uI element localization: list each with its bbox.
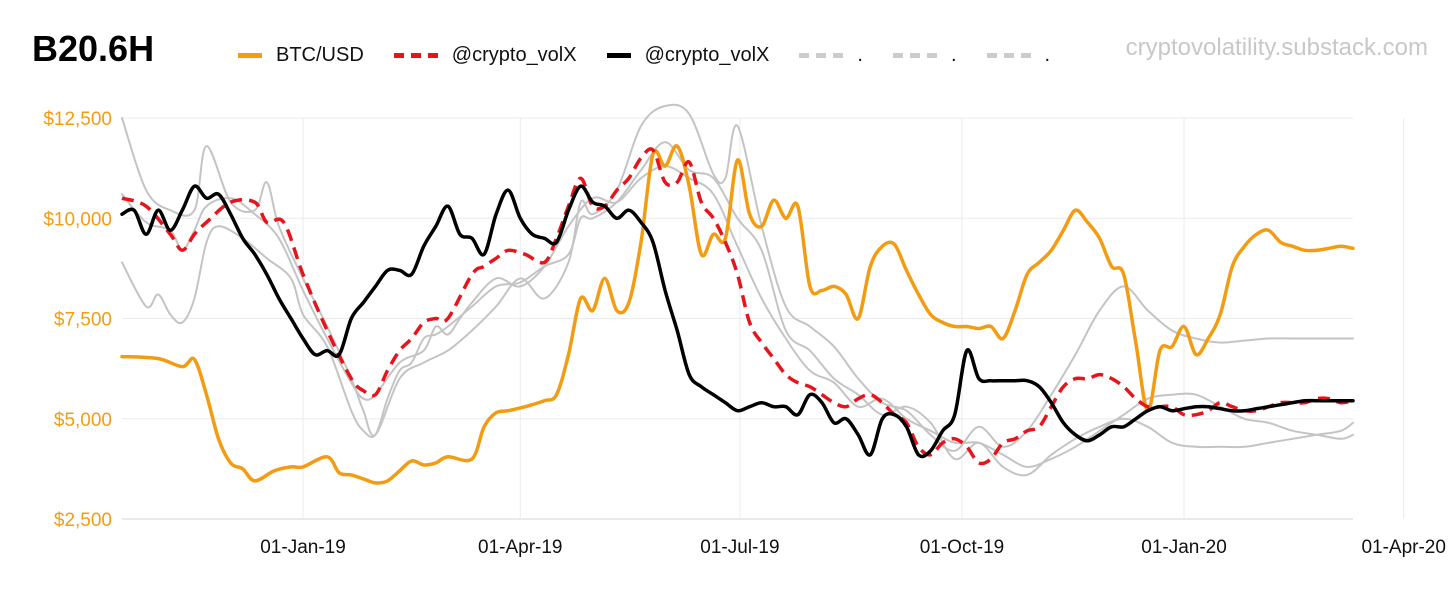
legend-item-grey-2: . — [892, 44, 957, 67]
x-tick-label: 01-Apr-19 — [478, 537, 563, 558]
x-tick-label: 01-Jan-19 — [260, 537, 346, 558]
legend-swatch — [393, 53, 438, 58]
y-tick-label: $5,000 — [54, 410, 112, 431]
y-tick-label: $2,500 — [54, 510, 112, 531]
legend-item-grey-1: . — [799, 44, 863, 67]
legend-swatch — [606, 53, 631, 58]
legend-swatch — [892, 53, 937, 58]
grid-layer — [122, 117, 1405, 520]
y-tick-label: $7,500 — [54, 310, 112, 331]
legend-item-grey-3: . — [986, 44, 1051, 67]
series-crypto-volx-black-line — [120, 184, 1355, 459]
legend-swatch — [799, 53, 844, 58]
legend-item-crypto-volx-black: @crypto_volX — [606, 44, 770, 67]
series-crypto-volx-red-line — [121, 147, 1354, 466]
legend-label: . — [950, 44, 957, 66]
legend-swatch — [986, 53, 1031, 58]
x-tick-label: 01-Jan-20 — [1141, 537, 1227, 558]
x-tick-label: 01-Oct-19 — [920, 537, 1004, 558]
legend-item-crypto-volx-red: @crypto_volX — [393, 44, 577, 67]
chart-legend: BTC/USD @crypto_volX @crypto_volX . . . — [238, 44, 1080, 67]
legend-label: . — [1044, 44, 1051, 66]
series-btc-usd-line — [120, 144, 1355, 485]
series-layer — [120, 103, 1355, 485]
series-grey-3-line — [121, 165, 1354, 468]
legend-label: @crypto_volX — [644, 44, 770, 66]
legend-swatch — [238, 53, 262, 58]
x-tick-label: 01-Apr-20 — [1361, 537, 1446, 558]
chart-title: B20.6H — [32, 28, 155, 69]
legend-label: . — [857, 44, 863, 66]
y-tick-label: $12,500 — [43, 109, 112, 130]
axis-layer: $2,500 $5,000 $7,500 $10,000 $12,500 01-Jan-1… — [43, 109, 1446, 558]
legend-item-btc-usd: BTC/USD — [238, 44, 364, 67]
series-grey-1-line — [121, 103, 1354, 452]
watermark: cryptovolatility.substack.com — [1125, 34, 1428, 61]
legend-label: BTC/USD — [276, 44, 364, 66]
x-tick-label: 01-Jul-19 — [700, 537, 779, 558]
legend-label: @crypto_volX — [451, 44, 577, 66]
y-tick-label: $10,000 — [43, 209, 112, 230]
series-grey-2-line — [121, 141, 1354, 477]
